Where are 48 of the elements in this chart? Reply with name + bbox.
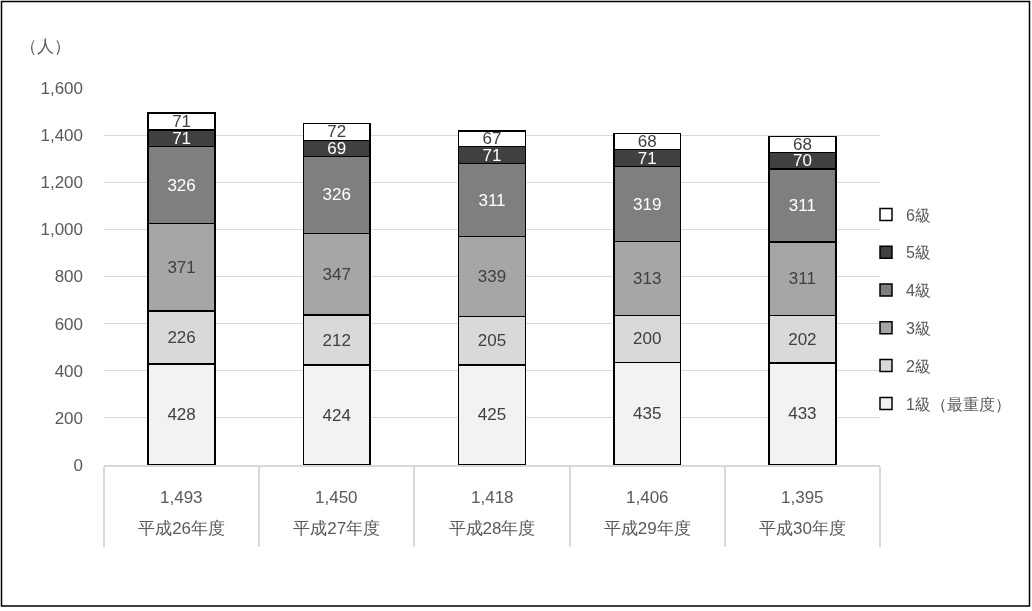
data-label: 205 <box>477 331 507 351</box>
y-tick-label: 1,600 <box>40 78 83 98</box>
total-label: 1,418 <box>471 488 514 507</box>
data-label: 311 <box>788 195 816 215</box>
data-label: 319 <box>633 194 662 214</box>
data-label: 347 <box>322 264 351 284</box>
total-label: 1,450 <box>315 488 358 507</box>
y-tick-label: 400 <box>54 361 83 381</box>
x-tick-label: 平成30年度 <box>758 519 846 539</box>
legend-label: 3級 <box>906 320 931 338</box>
data-label: 326 <box>167 175 196 195</box>
data-label: 425 <box>477 405 507 425</box>
x-tick-label: 平成29年度 <box>603 519 691 539</box>
data-label: 339 <box>477 267 507 287</box>
y-tick-label: 800 <box>54 267 83 287</box>
data-label: 428 <box>167 405 196 425</box>
y-axis-title: （人） <box>20 37 71 56</box>
y-tick-label: 1,400 <box>40 126 83 146</box>
data-label: 311 <box>788 269 816 289</box>
total-label: 1,493 <box>160 488 203 507</box>
y-tick-label: 200 <box>54 408 83 428</box>
data-label: 313 <box>633 269 662 289</box>
total-label: 1,395 <box>781 488 824 507</box>
legend-label: 6級 <box>906 206 931 224</box>
data-label: 212 <box>322 330 351 350</box>
x-tick-label: 平成27年度 <box>293 519 381 539</box>
legend-label: 5級 <box>906 244 931 262</box>
x-tick-label: 平成26年度 <box>138 519 226 539</box>
legend-label: 2級 <box>906 357 931 375</box>
legend-label: 4級 <box>906 282 931 300</box>
data-label: 226 <box>167 328 196 348</box>
y-tick-label: 1,000 <box>40 220 83 240</box>
data-label: 200 <box>633 329 662 349</box>
data-label: 70 <box>792 151 812 171</box>
data-label: 371 <box>167 257 196 277</box>
data-label: 326 <box>322 185 351 205</box>
data-label: 311 <box>478 190 506 210</box>
data-label: 433 <box>788 404 817 424</box>
total-label: 1,406 <box>626 488 669 507</box>
x-tick-label: 平成28年度 <box>448 519 536 539</box>
data-label: 68 <box>792 134 812 154</box>
y-tick-label: 600 <box>54 314 83 334</box>
y-tick-label: 0 <box>73 455 83 475</box>
legend-label: 1級（最重度） <box>906 395 1011 413</box>
data-label: 424 <box>322 405 351 425</box>
data-label: 202 <box>788 329 817 349</box>
data-label: 435 <box>633 404 662 424</box>
y-tick-label: 1,200 <box>40 173 83 193</box>
